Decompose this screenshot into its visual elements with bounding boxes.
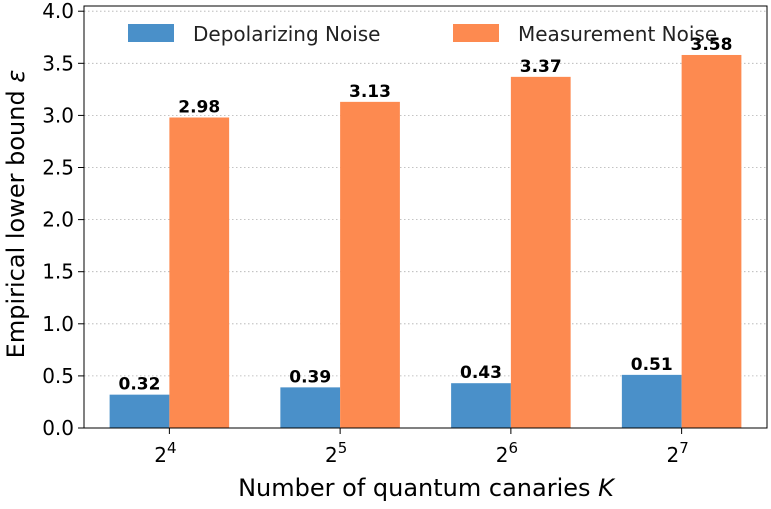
data-label-measurement-3: 3.58 bbox=[691, 35, 733, 55]
x-tick-label-2: 26 bbox=[496, 439, 518, 467]
x-tick-label-1: 25 bbox=[325, 439, 347, 467]
bar-measurement-2 bbox=[510, 76, 571, 429]
data-label-depolarizing-3: 0.51 bbox=[631, 355, 673, 375]
x-tick-label-0: 24 bbox=[154, 439, 176, 467]
bar-depolarizing-1 bbox=[280, 387, 341, 428]
bar-depolarizing-2 bbox=[451, 383, 511, 428]
x-axis-title: Number of quantum canaries K bbox=[238, 474, 616, 502]
data-label-measurement-1: 3.13 bbox=[349, 82, 391, 102]
bars bbox=[109, 54, 742, 429]
legend-label-measurement: Measurement Noise bbox=[518, 22, 717, 46]
y-tick-label-2: 1.0 bbox=[42, 312, 74, 336]
bar-measurement-1 bbox=[340, 101, 400, 428]
bar-depolarizing-0 bbox=[109, 394, 170, 428]
y-tick-label-4: 2.0 bbox=[42, 208, 74, 232]
bar-measurement-0 bbox=[169, 117, 230, 428]
data-label-measurement-0: 2.98 bbox=[178, 97, 220, 117]
y-tick-label-5: 2.5 bbox=[42, 156, 74, 180]
axes: 0.0 0.5 1.0 1.5 2.0 2.5 3.0 3.5 4.0 24 25 26 27 bbox=[42, 0, 768, 467]
data-label-depolarizing-0: 0.32 bbox=[119, 375, 161, 395]
gridlines bbox=[84, 10, 767, 377]
y-axis-title: Empirical lower bound ε bbox=[2, 70, 30, 359]
plot-frame bbox=[83, 5, 768, 429]
legend-label-depolarizing: Depolarizing Noise bbox=[193, 22, 381, 46]
y-tick-label-6: 3.0 bbox=[42, 103, 74, 127]
y-tick-label-7: 3.5 bbox=[42, 51, 74, 75]
legend-swatch-depolarizing bbox=[128, 24, 174, 42]
legend: Depolarizing Noise Measurement Noise bbox=[128, 22, 717, 46]
y-tick-label-3: 1.5 bbox=[42, 260, 74, 284]
y-tick-label-8: 4.0 bbox=[42, 0, 74, 23]
y-tick-label-0: 0.0 bbox=[42, 416, 74, 440]
data-label-depolarizing-2: 0.43 bbox=[460, 363, 502, 383]
x-tick-label-3: 27 bbox=[666, 439, 688, 467]
data-labels: 0.32 2.98 0.39 3.13 0.43 3.37 0.51 3.58 bbox=[119, 35, 733, 395]
data-label-measurement-2: 3.37 bbox=[520, 57, 562, 77]
bar-depolarizing-3 bbox=[621, 374, 682, 428]
data-label-depolarizing-1: 0.39 bbox=[289, 367, 331, 387]
y-tick-label-1: 0.5 bbox=[42, 364, 74, 388]
legend-swatch-measurement bbox=[453, 24, 499, 42]
bar-measurement-3 bbox=[681, 54, 742, 428]
